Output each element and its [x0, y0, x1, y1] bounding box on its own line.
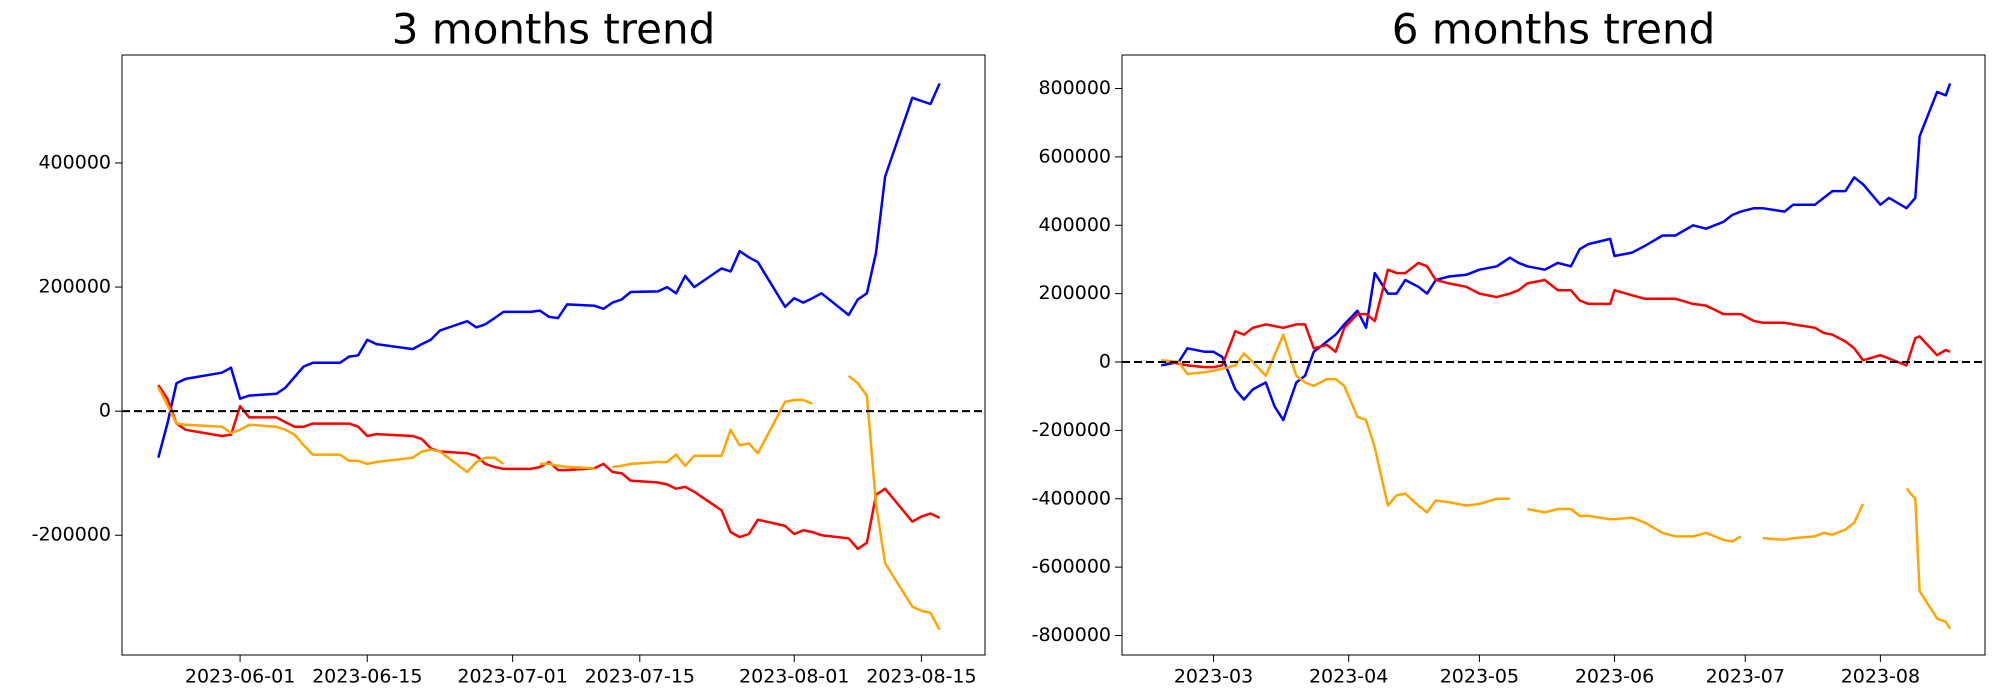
x-tick-label: 2023-05	[1440, 666, 1519, 688]
y-tick-label: 400000	[1038, 214, 1111, 236]
line-series	[1160, 261, 1951, 369]
line-series	[1160, 82, 1952, 422]
x-tick-label: 2023-07-01	[457, 666, 567, 688]
y-tick-label: -400000	[1032, 487, 1111, 509]
x-tick-label: 2023-08-15	[866, 666, 976, 688]
y-tick-label: -600000	[1032, 556, 1111, 578]
y-tick-label: 0	[1099, 351, 1111, 373]
y-tick-label: 800000	[1038, 77, 1111, 99]
line-series	[157, 384, 941, 551]
y-tick-label: 600000	[1038, 145, 1111, 167]
y-tick-label: 200000	[38, 276, 111, 298]
line-series	[157, 374, 941, 631]
y-tick-label: -200000	[1032, 419, 1111, 441]
x-tick-label: 2023-07	[1706, 666, 1785, 688]
y-tick-label: 0	[99, 400, 111, 422]
x-tick-label: 2023-03	[1174, 666, 1253, 688]
y-tick-label: -800000	[1032, 624, 1111, 646]
x-tick-label: 2023-06-15	[312, 666, 422, 688]
x-tick-label: 2023-08-01	[739, 666, 849, 688]
x-tick-label: 2023-07-15	[585, 666, 695, 688]
x-tick-label: 2023-06-01	[185, 666, 295, 688]
line-series	[1161, 333, 1952, 630]
plot-frame	[121, 54, 986, 656]
chart-title: 6 months trend	[1392, 5, 1716, 54]
y-tick-label: 400000	[38, 151, 111, 173]
x-tick-label: 2023-06	[1575, 666, 1654, 688]
plot-frame	[1121, 54, 1986, 656]
x-tick-label: 2023-04	[1309, 666, 1388, 688]
x-tick-label: 2023-08	[1841, 666, 1920, 688]
line-series	[157, 82, 941, 459]
y-tick-label: -200000	[32, 524, 111, 546]
chart-title: 3 months trend	[392, 5, 716, 54]
y-tick-label: 200000	[1038, 282, 1111, 304]
